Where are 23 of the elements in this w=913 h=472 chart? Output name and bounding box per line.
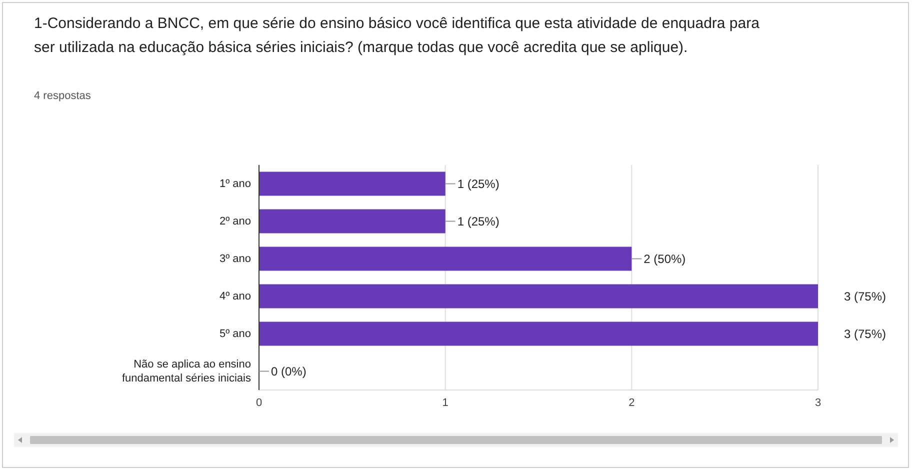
- data-label: 3 (75%): [844, 326, 886, 341]
- data-label: 1 (25%): [457, 214, 500, 228]
- y-tick-label: 1º ano: [219, 178, 251, 190]
- bar: [259, 322, 818, 346]
- y-tick-label: 2º ano: [219, 215, 251, 228]
- y-tick-label: 4º ano: [219, 290, 251, 302]
- bar: [259, 172, 446, 196]
- x-tick-label: 1: [442, 396, 448, 409]
- chart-title: 1-Considerando a BNCC, em que série do ensino básico você identifica que esta atividade de enquadra para ser utilizada na educação básica séries iniciais? (marque todas que você acredita que se aplique).: [34, 14, 760, 58]
- x-tick-label: 2: [628, 396, 635, 409]
- bar: [259, 246, 632, 271]
- text: 4 respostas: [34, 90, 91, 102]
- y-tick-label: Não se aplica ao ensino fundamental séries iniciais: [122, 358, 252, 384]
- bar: [259, 209, 446, 234]
- data-label: 3 (75%): [844, 289, 886, 304]
- bar: [259, 284, 818, 308]
- y-tick-label: 5º ano: [219, 328, 251, 340]
- y-tick-label: 3º ano: [219, 252, 251, 265]
- data-label: 1 (25%): [457, 176, 500, 191]
- x-tick-label: 3: [814, 396, 822, 409]
- data-label: 0 (0%): [271, 364, 306, 378]
- data-label: 2 (50%): [644, 252, 686, 266]
- x-tick-label: 0: [256, 396, 262, 409]
